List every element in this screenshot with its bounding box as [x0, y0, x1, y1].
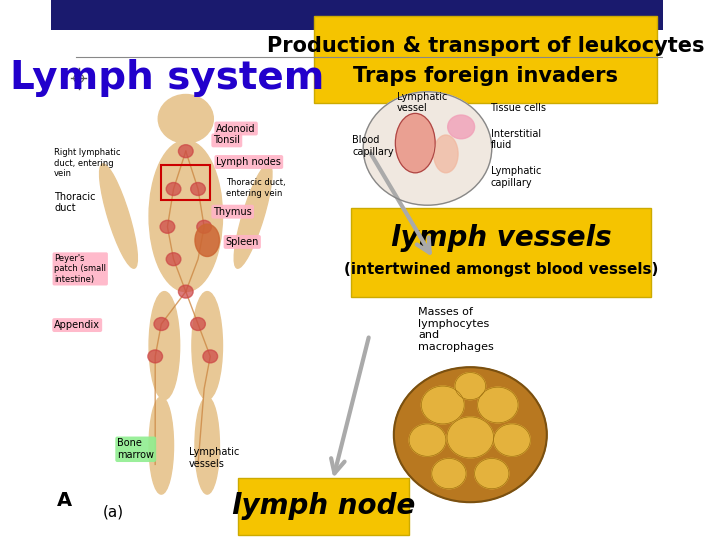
- Circle shape: [191, 183, 205, 195]
- Circle shape: [158, 94, 213, 143]
- Circle shape: [363, 92, 492, 205]
- Ellipse shape: [395, 113, 435, 173]
- Text: Traps foreign invaders: Traps foreign invaders: [353, 66, 618, 86]
- Ellipse shape: [195, 224, 220, 256]
- FancyBboxPatch shape: [315, 16, 657, 103]
- Circle shape: [494, 424, 531, 456]
- Ellipse shape: [149, 292, 180, 400]
- Ellipse shape: [195, 397, 220, 494]
- Circle shape: [432, 458, 466, 489]
- Ellipse shape: [192, 292, 222, 400]
- Circle shape: [160, 220, 175, 233]
- Circle shape: [203, 350, 217, 363]
- Text: (intertwined amongst blood vessels): (intertwined amongst blood vessels): [343, 262, 658, 277]
- Circle shape: [409, 424, 446, 456]
- Ellipse shape: [149, 397, 174, 494]
- Circle shape: [197, 220, 212, 233]
- Ellipse shape: [99, 164, 138, 268]
- Text: lymph node: lymph node: [232, 492, 415, 520]
- Text: Thymus: Thymus: [213, 207, 252, 217]
- Text: Blood
capillary: Blood capillary: [352, 135, 394, 157]
- Circle shape: [166, 253, 181, 266]
- Circle shape: [166, 183, 181, 195]
- Circle shape: [474, 458, 509, 489]
- Circle shape: [447, 417, 494, 458]
- Text: Lymphatic
capillary: Lymphatic capillary: [490, 166, 541, 188]
- Text: Lymphatic
vessels: Lymphatic vessels: [189, 447, 239, 469]
- Ellipse shape: [234, 164, 272, 268]
- FancyBboxPatch shape: [238, 478, 409, 535]
- Text: Bone
marrow: Bone marrow: [117, 438, 154, 460]
- Text: Thoracic duct,
entering vein: Thoracic duct, entering vein: [225, 178, 285, 198]
- FancyBboxPatch shape: [51, 0, 663, 30]
- Circle shape: [394, 367, 546, 502]
- Circle shape: [148, 350, 163, 363]
- Ellipse shape: [149, 140, 222, 292]
- Circle shape: [421, 386, 464, 424]
- Text: Adonoid: Adonoid: [217, 124, 256, 133]
- Text: Lymph nodes: Lymph nodes: [217, 157, 282, 167]
- Text: Lymph system: Lymph system: [10, 59, 325, 97]
- Text: Spleen: Spleen: [225, 237, 259, 247]
- Text: Right lymphatic
duct, entering
vein: Right lymphatic duct, entering vein: [54, 148, 121, 178]
- Circle shape: [179, 145, 193, 158]
- Text: Peyer's
patch (small
intestine): Peyer's patch (small intestine): [54, 254, 107, 284]
- Circle shape: [154, 318, 168, 330]
- Text: lymph vessels: lymph vessels: [391, 224, 611, 252]
- Text: Lymphatic
vessel: Lymphatic vessel: [397, 92, 447, 113]
- Circle shape: [448, 115, 474, 139]
- Text: Masses of
lymphocytes
and
macrophages: Masses of lymphocytes and macrophages: [418, 307, 494, 352]
- Ellipse shape: [433, 135, 458, 173]
- Circle shape: [191, 318, 205, 330]
- FancyBboxPatch shape: [351, 208, 651, 297]
- Text: Interstitial
fluid: Interstitial fluid: [490, 129, 541, 150]
- Circle shape: [179, 285, 193, 298]
- Text: A: A: [58, 491, 73, 510]
- Circle shape: [455, 373, 485, 400]
- Text: (a): (a): [103, 504, 125, 519]
- Text: Tissue cells: Tissue cells: [490, 103, 546, 113]
- Text: Thoracic
duct: Thoracic duct: [54, 192, 96, 213]
- Text: Appendix: Appendix: [54, 320, 100, 330]
- Circle shape: [477, 387, 518, 423]
- Text: Production & transport of leukocytes: Production & transport of leukocytes: [267, 36, 704, 56]
- Text: Tonsil: Tonsil: [213, 136, 240, 145]
